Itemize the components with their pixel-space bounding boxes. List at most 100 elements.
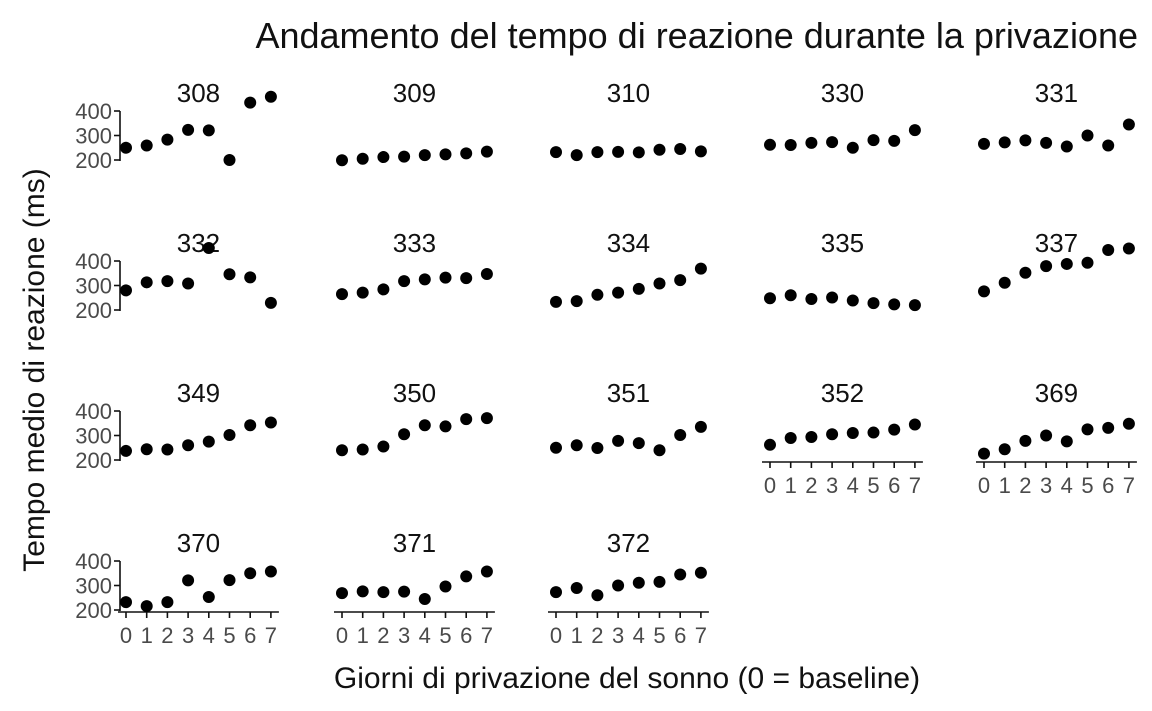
facet-label-372: 372 (607, 528, 650, 558)
point-335-day1 (784, 289, 797, 302)
point-351-day5 (653, 444, 666, 457)
facet-panel-350: 350 (336, 378, 493, 457)
facet-label-370: 370 (177, 528, 220, 558)
point-369-day2 (1019, 434, 1032, 447)
point-332-day1 (140, 276, 153, 289)
point-349-day5 (223, 429, 236, 442)
point-337-day0 (978, 285, 990, 298)
point-331-day0 (978, 137, 990, 150)
point-335-day5 (867, 297, 880, 310)
point-352-day6 (888, 423, 901, 436)
facet-label-351: 351 (607, 378, 650, 408)
point-369-day4 (1060, 435, 1073, 448)
point-330-day6 (888, 134, 901, 147)
point-309-day1 (356, 152, 369, 165)
x-tick-label-1: 1 (571, 623, 583, 648)
x-tick-label-6: 6 (244, 623, 256, 648)
x-tick-label-2: 2 (805, 473, 817, 498)
facet-panel-331: 331 (978, 78, 1135, 153)
point-334-day3 (612, 286, 625, 299)
point-330-day0 (764, 138, 776, 151)
point-332-day4 (202, 242, 215, 255)
facet-panel-371: 371 0 1 2 3 4 5 6 7 (334, 528, 495, 648)
point-337-day7 (1122, 242, 1135, 255)
x-tick-label-1: 1 (141, 623, 153, 648)
x-tick-label-5: 5 (1081, 473, 1093, 498)
point-372-day4 (632, 576, 645, 589)
point-335-day6 (888, 298, 901, 311)
point-349-day0 (120, 444, 132, 457)
x-tick-label-7: 7 (265, 623, 277, 648)
point-350-day6 (460, 413, 473, 426)
point-351-day7 (694, 420, 707, 433)
point-370-day1 (140, 600, 153, 613)
facet-label-371: 371 (393, 528, 436, 558)
point-371-day6 (460, 570, 473, 583)
point-351-day2 (591, 441, 604, 454)
point-332-day0 (120, 284, 132, 297)
point-308-day1 (140, 139, 153, 152)
point-331-day5 (1081, 129, 1094, 142)
point-309-day5 (439, 148, 452, 161)
point-372-day1 (570, 581, 583, 594)
point-333-day1 (356, 286, 369, 299)
point-350-day4 (418, 419, 431, 432)
point-309-day4 (418, 149, 431, 162)
point-335-day0 (764, 292, 776, 305)
x-tick-label-4: 4 (203, 623, 215, 648)
point-351-day0 (550, 441, 562, 454)
x-tick-label-0: 0 (764, 473, 776, 498)
point-330-day1 (784, 139, 797, 152)
x-tick-label-4: 4 (1061, 473, 1073, 498)
point-352-day1 (784, 431, 797, 444)
point-372-day7 (694, 566, 707, 579)
point-330-day2 (805, 136, 818, 149)
point-310-day0 (550, 146, 562, 159)
point-352-day4 (846, 427, 859, 440)
point-309-day3 (398, 150, 411, 163)
x-tick-label-3: 3 (182, 623, 194, 648)
y-tick-label-300: 300 (75, 124, 112, 149)
point-349-day7 (264, 416, 277, 429)
point-331-day2 (1019, 134, 1032, 147)
facet-label-309: 309 (393, 78, 436, 108)
point-335-day4 (846, 294, 859, 307)
point-337-day6 (1102, 243, 1115, 256)
facet-label-349: 349 (177, 378, 220, 408)
x-tick-label-1: 1 (785, 473, 797, 498)
point-333-day5 (439, 271, 452, 284)
point-369-day3 (1040, 429, 1053, 442)
point-369-day6 (1102, 421, 1115, 434)
x-tick-label-0: 0 (120, 623, 132, 648)
x-tick-label-5: 5 (223, 623, 235, 648)
point-370-day6 (244, 567, 257, 580)
point-334-day7 (694, 262, 707, 275)
x-tick-label-4: 4 (419, 623, 431, 648)
x-axis-title: Giorni di privazione del sonno (0 = base… (334, 662, 920, 695)
point-350-day0 (336, 444, 348, 457)
x-tick-label-3: 3 (826, 473, 838, 498)
point-331-day4 (1060, 140, 1073, 153)
y-tick-label-300: 300 (75, 574, 112, 599)
point-337-day3 (1040, 260, 1053, 273)
point-349-day2 (161, 443, 174, 456)
facet-panel-334: 334 (550, 228, 707, 308)
facet-panel-372: 372 0 1 2 3 4 5 6 7 (548, 528, 709, 648)
x-tick-label-3: 3 (398, 623, 410, 648)
point-351-day1 (570, 439, 583, 452)
point-369-day5 (1081, 423, 1094, 436)
x-tick-label-2: 2 (377, 623, 389, 648)
x-tick-label-7: 7 (1123, 473, 1135, 498)
point-349-day4 (202, 435, 215, 448)
x-tick-label-3: 3 (1040, 473, 1052, 498)
y-tick-label-400: 400 (75, 549, 112, 574)
point-350-day5 (439, 420, 452, 433)
x-tick-label-4: 4 (633, 623, 645, 648)
x-tick-label-4: 4 (847, 473, 859, 498)
point-350-day1 (356, 443, 369, 456)
facet-panel-352: 352 0 1 2 3 4 5 6 7 (762, 378, 923, 498)
point-308-day4 (202, 124, 215, 137)
point-335-day3 (826, 291, 839, 304)
